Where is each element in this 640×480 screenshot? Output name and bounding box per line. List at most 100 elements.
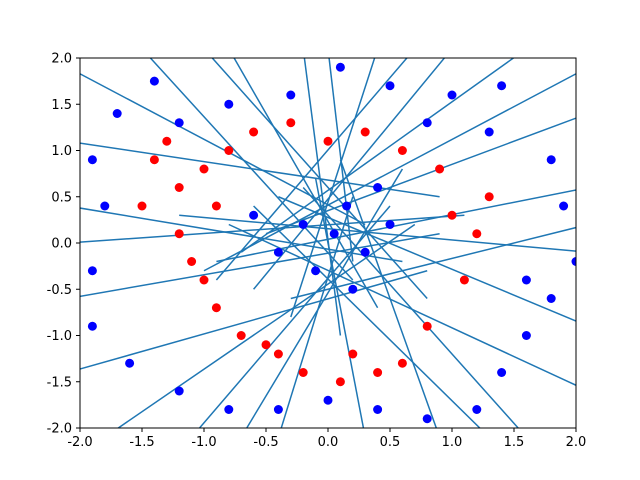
red-point-2 <box>174 183 184 192</box>
red-point-7 <box>187 257 197 266</box>
blue-point-36 <box>174 118 184 128</box>
line-segment-7 <box>253 58 446 290</box>
line-segment-22 <box>215 58 408 281</box>
red-point-23 <box>286 118 296 128</box>
line-segment-15 <box>314 178 365 428</box>
y-tick-label-6: 1.0 <box>51 144 72 159</box>
y-tick-label-7: 1.5 <box>51 98 72 113</box>
line-segment-5 <box>303 58 342 336</box>
red-point-8 <box>211 303 221 313</box>
x-tick-label-1: -1.5 <box>129 435 154 450</box>
x-tick-label-5: 0.5 <box>380 435 401 450</box>
blue-point-12 <box>224 99 234 109</box>
line-segment-17 <box>198 205 391 428</box>
red-point-6 <box>211 201 221 211</box>
red-point-24 <box>249 127 259 137</box>
blue-point-27 <box>323 395 333 405</box>
red-point-27 <box>261 340 271 350</box>
red-point-5 <box>199 164 209 174</box>
blue-point-8 <box>249 210 259 220</box>
blue-point-22 <box>521 331 531 340</box>
line-segment-29 <box>290 226 576 300</box>
blue-point-1 <box>298 220 308 229</box>
blue-point-6 <box>329 229 339 239</box>
blue-point-23 <box>497 368 507 377</box>
red-point-9 <box>236 331 246 340</box>
y-tick-label-4: 0.0 <box>51 237 72 252</box>
red-point-25 <box>224 146 234 155</box>
red-point-17 <box>472 229 482 239</box>
blue-point-5 <box>273 247 283 257</box>
blue-points-layer <box>87 62 576 424</box>
line-segment-1 <box>80 207 403 263</box>
line-segment-13 <box>302 187 520 428</box>
line-segments-layer <box>80 58 576 428</box>
red-point-26 <box>348 349 358 359</box>
line-segment-27 <box>80 214 465 243</box>
y-tick-label-0: -2.0 <box>47 422 72 437</box>
x-tick-label-2: -1.0 <box>191 435 216 450</box>
line-segment-3 <box>149 58 354 281</box>
blue-point-0 <box>342 201 352 211</box>
line-segment-12 <box>278 196 576 322</box>
red-point-21 <box>360 127 370 137</box>
blue-point-24 <box>472 405 482 414</box>
blue-point-30 <box>174 386 184 396</box>
blue-point-37 <box>422 118 432 128</box>
red-point-18 <box>484 192 494 202</box>
line-segment-16 <box>280 196 354 428</box>
red-point-4 <box>174 229 184 239</box>
blue-point-34 <box>100 201 110 211</box>
blue-point-25 <box>422 414 432 424</box>
blue-point-20 <box>571 257 576 266</box>
blue-point-38 <box>484 127 494 137</box>
blue-point-9 <box>348 284 358 294</box>
line-segment-18 <box>116 223 416 428</box>
blue-point-4 <box>385 220 395 229</box>
red-point-28 <box>447 210 457 220</box>
red-point-10 <box>273 349 283 359</box>
blue-point-3 <box>311 266 321 276</box>
y-tick-label-3: -0.5 <box>47 283 72 298</box>
line-segment-21 <box>211 58 428 299</box>
line-segment-11 <box>179 214 576 252</box>
x-tick-label-0: -2.0 <box>67 435 92 450</box>
blue-point-39 <box>521 275 531 285</box>
blue-point-7 <box>373 183 383 192</box>
blue-point-16 <box>447 90 457 100</box>
red-point-13 <box>373 368 383 377</box>
red-point-12 <box>335 377 345 387</box>
y-tick-label-8: 2.0 <box>51 52 72 67</box>
blue-point-13 <box>286 90 296 100</box>
x-tick-label-8: 2.0 <box>566 435 587 450</box>
blue-point-29 <box>224 405 234 414</box>
blue-point-21 <box>546 294 556 303</box>
line-segment-26 <box>253 205 481 428</box>
y-tick-label-1: -1.5 <box>47 375 72 390</box>
line-segment-20 <box>80 142 440 198</box>
red-point-0 <box>162 136 172 146</box>
blue-point-2 <box>360 247 370 257</box>
red-point-11 <box>298 368 308 377</box>
x-tick-label-6: 1.0 <box>442 435 463 450</box>
red-point-19 <box>435 164 445 174</box>
blue-point-32 <box>87 321 97 331</box>
blue-point-14 <box>335 62 345 72</box>
x-tick-label-4: 0.0 <box>318 435 339 450</box>
y-tick-label-5: 0.5 <box>51 190 72 205</box>
blue-point-33 <box>87 266 97 276</box>
red-point-29 <box>199 275 209 285</box>
line-segment-6 <box>290 58 376 318</box>
x-tick-label-7: 1.5 <box>504 435 525 450</box>
x-tick-label-3: -0.5 <box>253 435 278 450</box>
blue-point-35 <box>87 155 97 165</box>
blue-point-10 <box>112 109 122 118</box>
line-segment-24 <box>228 223 576 387</box>
y-tick-label-2: -1.0 <box>47 329 72 344</box>
red-points-layer <box>137 118 494 387</box>
red-point-1 <box>149 155 159 165</box>
line-segment-8 <box>240 58 515 253</box>
blue-point-19 <box>559 201 569 211</box>
blue-point-11 <box>149 76 159 86</box>
